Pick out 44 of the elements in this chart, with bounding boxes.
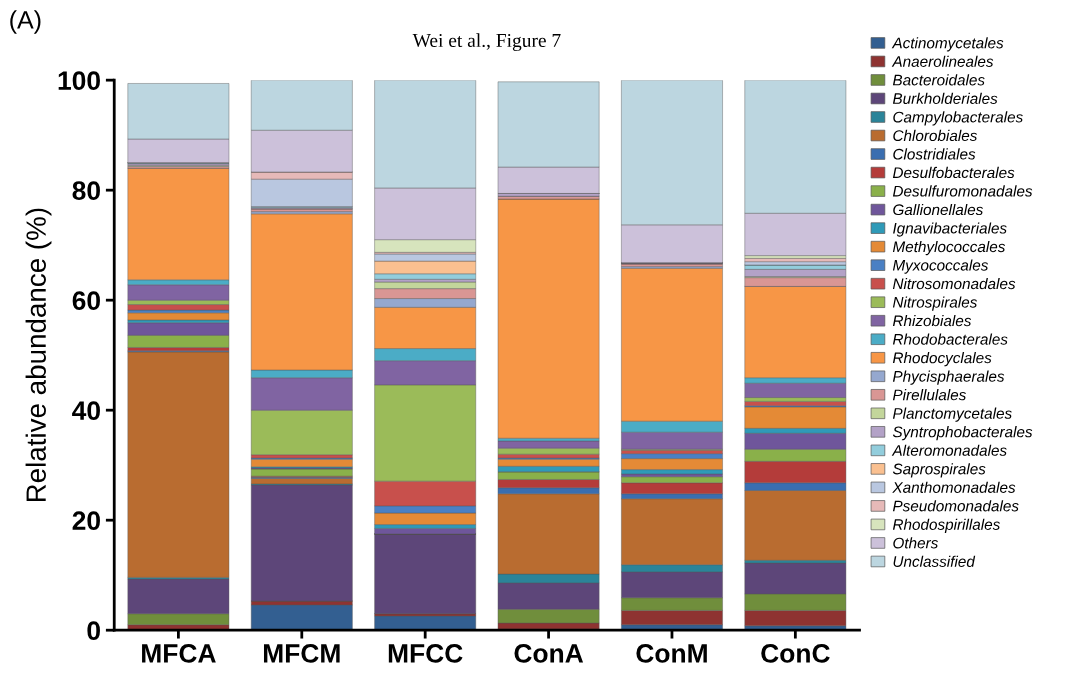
x-tick-label: ConC [761, 644, 830, 663]
x-tick-label: MFCC [388, 644, 463, 663]
legend-label: Rhizobiales [892, 315, 972, 327]
legend-label: Gallionellales [893, 203, 984, 216]
chart-title: Wei et al., Figure 7 [412, 33, 561, 52]
legend-label: Pseudomonadales [892, 500, 1019, 512]
legend-label: Burkholderiales [892, 92, 998, 104]
legend-label: Methylococcales [892, 240, 1006, 256]
legend-label: Saprospirales [892, 463, 986, 478]
legend-label: Others [893, 537, 938, 549]
legend-label: Rhodocyclales [892, 352, 992, 367]
legend-label: Ignavibacteriales [893, 222, 1007, 237]
legend-label: Pirellulales [892, 389, 967, 401]
text: (A) [10, 10, 41, 34]
x-tick-label: ConM [636, 644, 707, 663]
x-tick-label: MFCM [263, 644, 340, 663]
legend-label: Alteromonadales [891, 444, 1007, 456]
legend-label: Nitrosomonadales [892, 277, 1016, 290]
y-tick-label: 40 [72, 401, 100, 420]
legend-label: Bacteroidales [892, 74, 985, 86]
legend-label: Planctomycetales [892, 407, 1012, 422]
legend-label: Desulfobacterales [892, 166, 1015, 179]
x-tick-label: ConA [514, 644, 584, 663]
legend-label: Myxococcales [892, 259, 989, 274]
y-tick-label: 20 [72, 511, 100, 531]
x-tick-label: MFCA [142, 644, 216, 663]
y-tick-label: 80 [72, 181, 100, 200]
y-tick-label: 0 [87, 621, 100, 641]
y-tick-label: 60 [72, 291, 100, 310]
legend-label: Phycisphaerales [892, 370, 1005, 385]
legend-label: Rhodobacterales [892, 333, 1008, 345]
legend-label: Syntrophobacterales [892, 426, 1033, 441]
legend-label: Campylobacterales [893, 111, 1023, 126]
legend-label: Anaerolineales [891, 55, 994, 67]
legend-label: Rhodospirillales [892, 518, 1000, 533]
legend-label: Xanthomonadales [892, 481, 1016, 493]
y-tick-label: 100 [58, 71, 100, 90]
legend-label: Desulfuromonadales [892, 185, 1033, 197]
legend-label: Unclassified [893, 555, 976, 567]
legend-label: Clostridiales [893, 148, 976, 160]
legend-label: Nitrospirales [892, 296, 978, 311]
y-axis-title: Relative abundance (%) [25, 208, 52, 502]
legend-label: Chlorobiales [893, 129, 978, 142]
legend-label: Actinomycetales [891, 37, 1004, 52]
